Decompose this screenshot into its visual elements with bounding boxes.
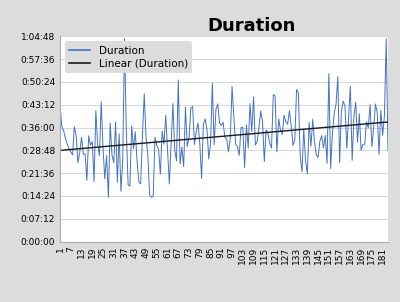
Line: Duration: Duration (60, 39, 388, 197)
Linear (Duration) (377, 121, 382, 124)
Duration (122, 37, 127, 40)
Linear (Duration) (208, 136, 213, 139)
Duration (386, 149, 390, 153)
Linear (Duration) (386, 120, 390, 124)
Linear (Duration) (169, 139, 174, 143)
Legend: Duration, Linear (Duration): Duration, Linear (Duration) (65, 41, 192, 73)
Duration (58, 102, 62, 106)
Linear (Duration) (61, 148, 66, 152)
Duration (106, 195, 111, 199)
Duration (212, 143, 216, 146)
Text: Duration: Duration (208, 17, 296, 35)
Line: Linear (Duration): Linear (Duration) (60, 122, 388, 150)
Linear (Duration) (380, 120, 385, 124)
Duration (172, 148, 177, 152)
Linear (Duration) (58, 149, 62, 152)
Linear (Duration) (185, 137, 190, 141)
Duration (384, 37, 389, 40)
Duration (188, 106, 193, 110)
Duration (61, 129, 66, 133)
Duration (380, 133, 385, 137)
